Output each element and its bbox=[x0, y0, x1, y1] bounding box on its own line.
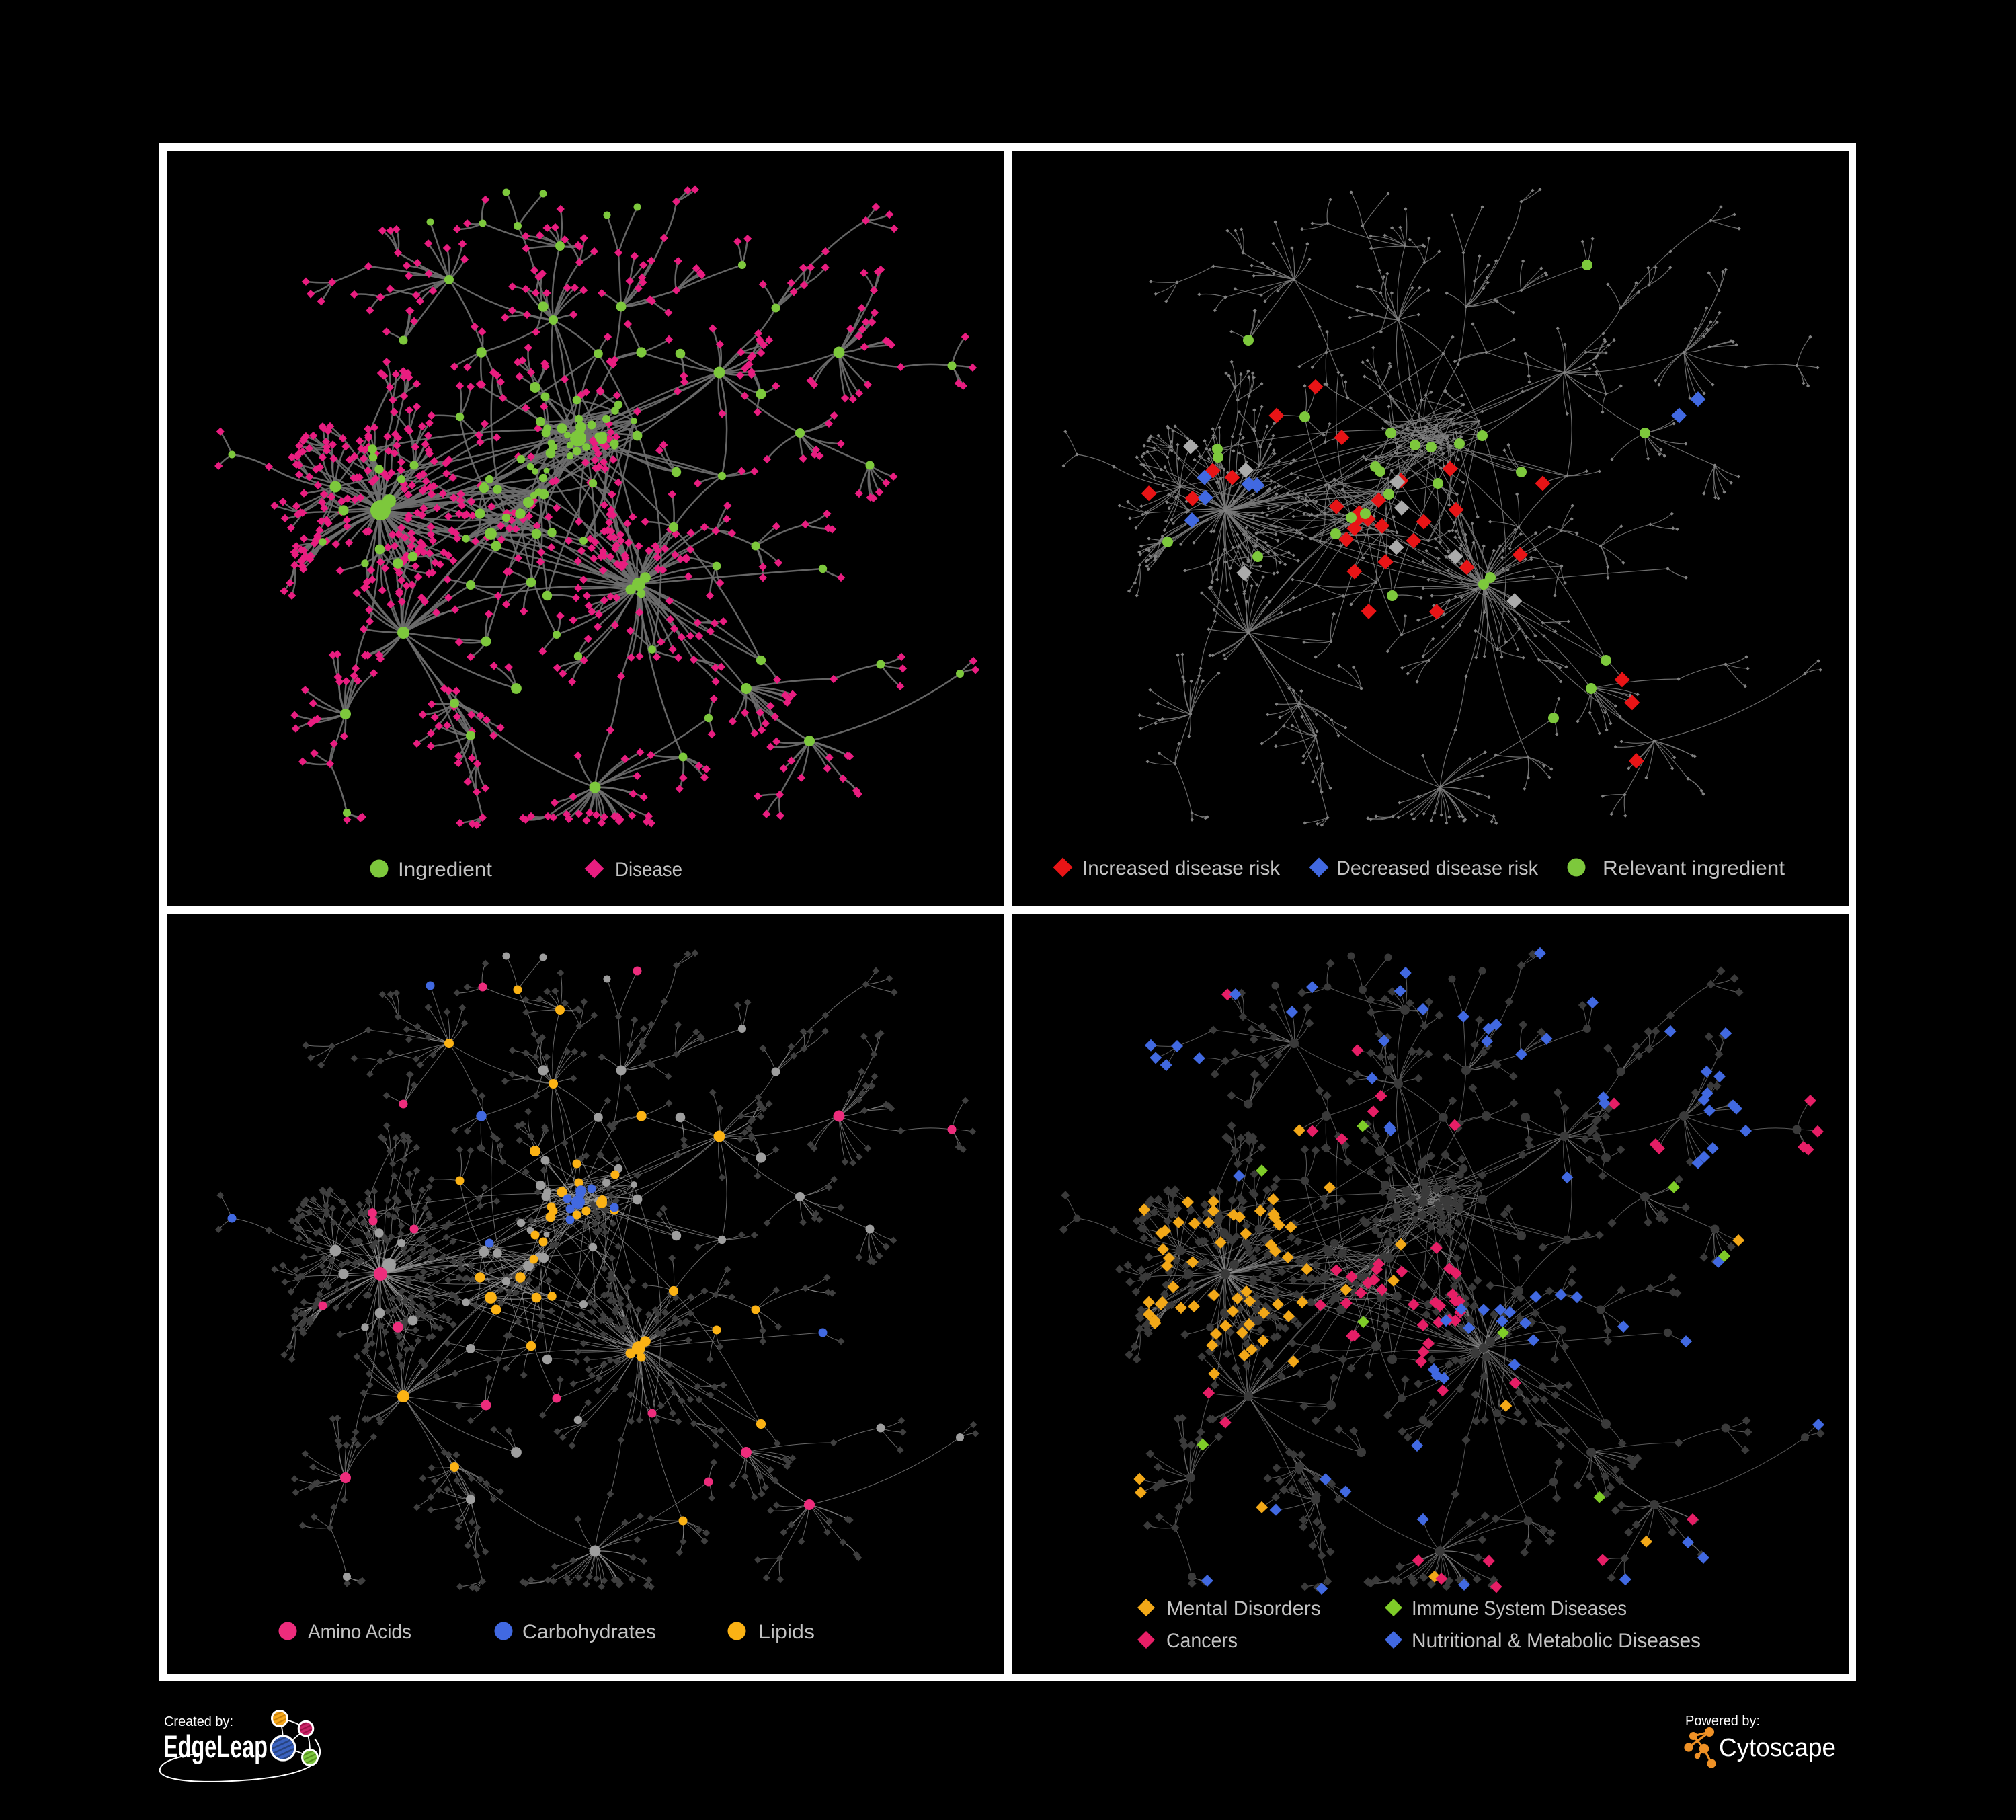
svg-text:Cytoscape: Cytoscape bbox=[1719, 1734, 1836, 1762]
svg-text:Relevant ingredient: Relevant ingredient bbox=[1603, 857, 1785, 879]
svg-text:Immune System Diseases: Immune System Diseases bbox=[1412, 1597, 1627, 1620]
svg-text:Ingredient: Ingredient bbox=[398, 859, 493, 881]
svg-text:Powered by:: Powered by: bbox=[1685, 1714, 1760, 1729]
svg-text:Nutritional & Metabolic Diseas: Nutritional & Metabolic Diseases bbox=[1412, 1630, 1701, 1652]
svg-text:Disease: Disease bbox=[615, 859, 682, 881]
svg-text:Increased disease risk: Increased disease risk bbox=[1082, 857, 1281, 879]
svg-text:Carbohydrates: Carbohydrates bbox=[522, 1621, 656, 1643]
svg-text:Mental Disorders: Mental Disorders bbox=[1166, 1597, 1321, 1620]
svg-text:EdgeLeap: EdgeLeap bbox=[163, 1729, 268, 1764]
svg-text:Amino Acids: Amino Acids bbox=[308, 1621, 411, 1643]
svg-text:Decreased disease risk: Decreased disease risk bbox=[1336, 857, 1539, 879]
svg-text:Created by:: Created by: bbox=[164, 1714, 233, 1729]
svg-text:Cancers: Cancers bbox=[1166, 1630, 1238, 1652]
svg-text:Lipids: Lipids bbox=[758, 1621, 815, 1643]
